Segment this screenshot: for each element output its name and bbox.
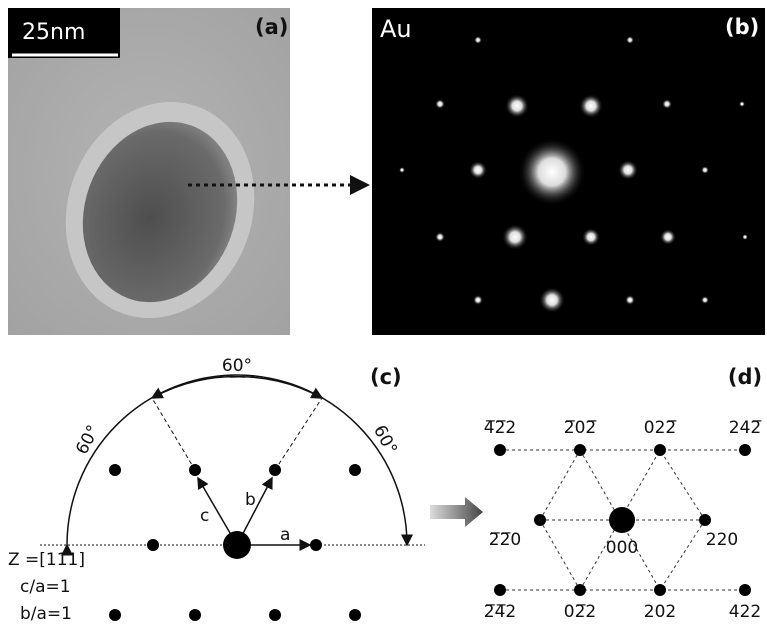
panel-label: (d) xyxy=(728,365,762,389)
index: 000 xyxy=(606,538,638,558)
panel-label: (a) xyxy=(255,15,288,39)
vector-label: c xyxy=(200,506,209,526)
index: 2̅4̅2 xyxy=(484,602,516,622)
ratio: c/a=1 xyxy=(20,577,71,597)
vector-label: b xyxy=(245,490,256,510)
panel-a: 25nm (a) xyxy=(8,8,290,345)
index: 422 xyxy=(729,602,761,622)
index: 220 xyxy=(706,530,738,550)
scale-bar: 25nm xyxy=(22,20,85,45)
panel-d xyxy=(494,444,751,596)
index: 022̅ xyxy=(644,418,677,438)
panel-label: (c) xyxy=(370,365,402,389)
angle: 60° xyxy=(222,356,252,376)
index: 4̅2̅2 xyxy=(484,418,516,438)
arrow-cd xyxy=(430,497,483,527)
figure: 25nm (a) Au (b) 60° 60° 60° a b c Z =[11… xyxy=(0,0,767,625)
panel-d-text: 4̅2̅2 2̅02̅ 022̅ 242̅ 2̅2̅0 000 220 2̅4̅… xyxy=(484,365,762,622)
ratio: b/a=1 xyxy=(20,604,72,624)
index: 2̅2̅0 xyxy=(489,530,521,550)
index: 242̅ xyxy=(729,418,762,438)
panel-b: Au (b) xyxy=(372,8,765,335)
angle: 60° xyxy=(369,422,401,458)
panel-label: (b) xyxy=(725,15,759,39)
angle: 60° xyxy=(72,422,104,458)
element-label: Au xyxy=(380,15,412,43)
panel-c xyxy=(40,375,425,621)
index: 202 xyxy=(644,602,676,622)
index: 02̅2 xyxy=(564,602,596,622)
vector-label: a xyxy=(280,525,290,545)
zone-axis: Z =[111] xyxy=(8,550,85,570)
index: 2̅02̅ xyxy=(564,418,597,438)
